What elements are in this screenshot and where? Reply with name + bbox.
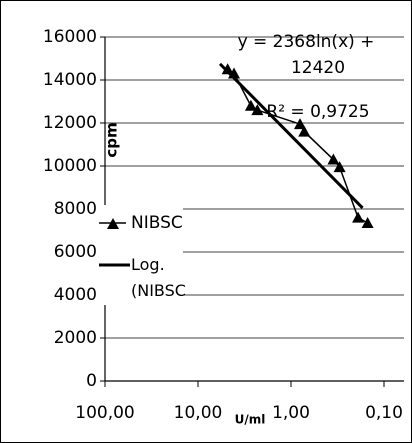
- trend-line: [218, 62, 364, 209]
- marker: [298, 125, 311, 137]
- y-tick-label: 10000: [43, 156, 97, 176]
- x-tick-label: 10,00: [174, 403, 223, 423]
- annotation: R² = 0,9725: [266, 102, 369, 122]
- y-axis-label: cpm: [103, 122, 121, 157]
- marker: [352, 211, 365, 223]
- y-tick-label: 6000: [54, 242, 97, 262]
- annotation: y = 2368ln(x) +: [238, 32, 375, 52]
- x-tick-label: 0,10: [365, 403, 403, 423]
- marker: [327, 153, 340, 165]
- plot: [218, 62, 374, 228]
- y-tick-label: 16000: [43, 27, 97, 47]
- x-tick-label: 1,00: [272, 403, 310, 423]
- legend-marker: [107, 218, 119, 229]
- x-tick-label: 100,00: [75, 403, 134, 423]
- grid: 0 2000 4000 6000 8000 10000 12000 14000 16000 100…: [43, 27, 404, 423]
- x-axis-label: U/ml: [235, 413, 266, 427]
- y-tick-label: 14000: [43, 70, 97, 90]
- marker: [361, 216, 374, 228]
- legend-text-box: Log. (NIBSC ): [131, 255, 186, 308]
- marker: [244, 99, 257, 111]
- marker: [251, 104, 264, 116]
- marker: [294, 118, 307, 130]
- y-tick-label: 8000: [54, 199, 97, 219]
- annotation: 12420: [291, 58, 345, 78]
- y-tick-label: 2000: [54, 328, 97, 348]
- y-tick-label: 12000: [43, 113, 97, 133]
- y-tick-label: 0: [86, 371, 97, 391]
- marker: [221, 63, 234, 75]
- legend: NIBSC Log. (NIBSC ): [99, 205, 186, 308]
- legend-label: NIBSC: [131, 213, 183, 233]
- y-tick-label: 4000: [54, 285, 97, 305]
- legend-label: Log. (NIBSC ): [131, 255, 186, 308]
- marker: [333, 161, 346, 173]
